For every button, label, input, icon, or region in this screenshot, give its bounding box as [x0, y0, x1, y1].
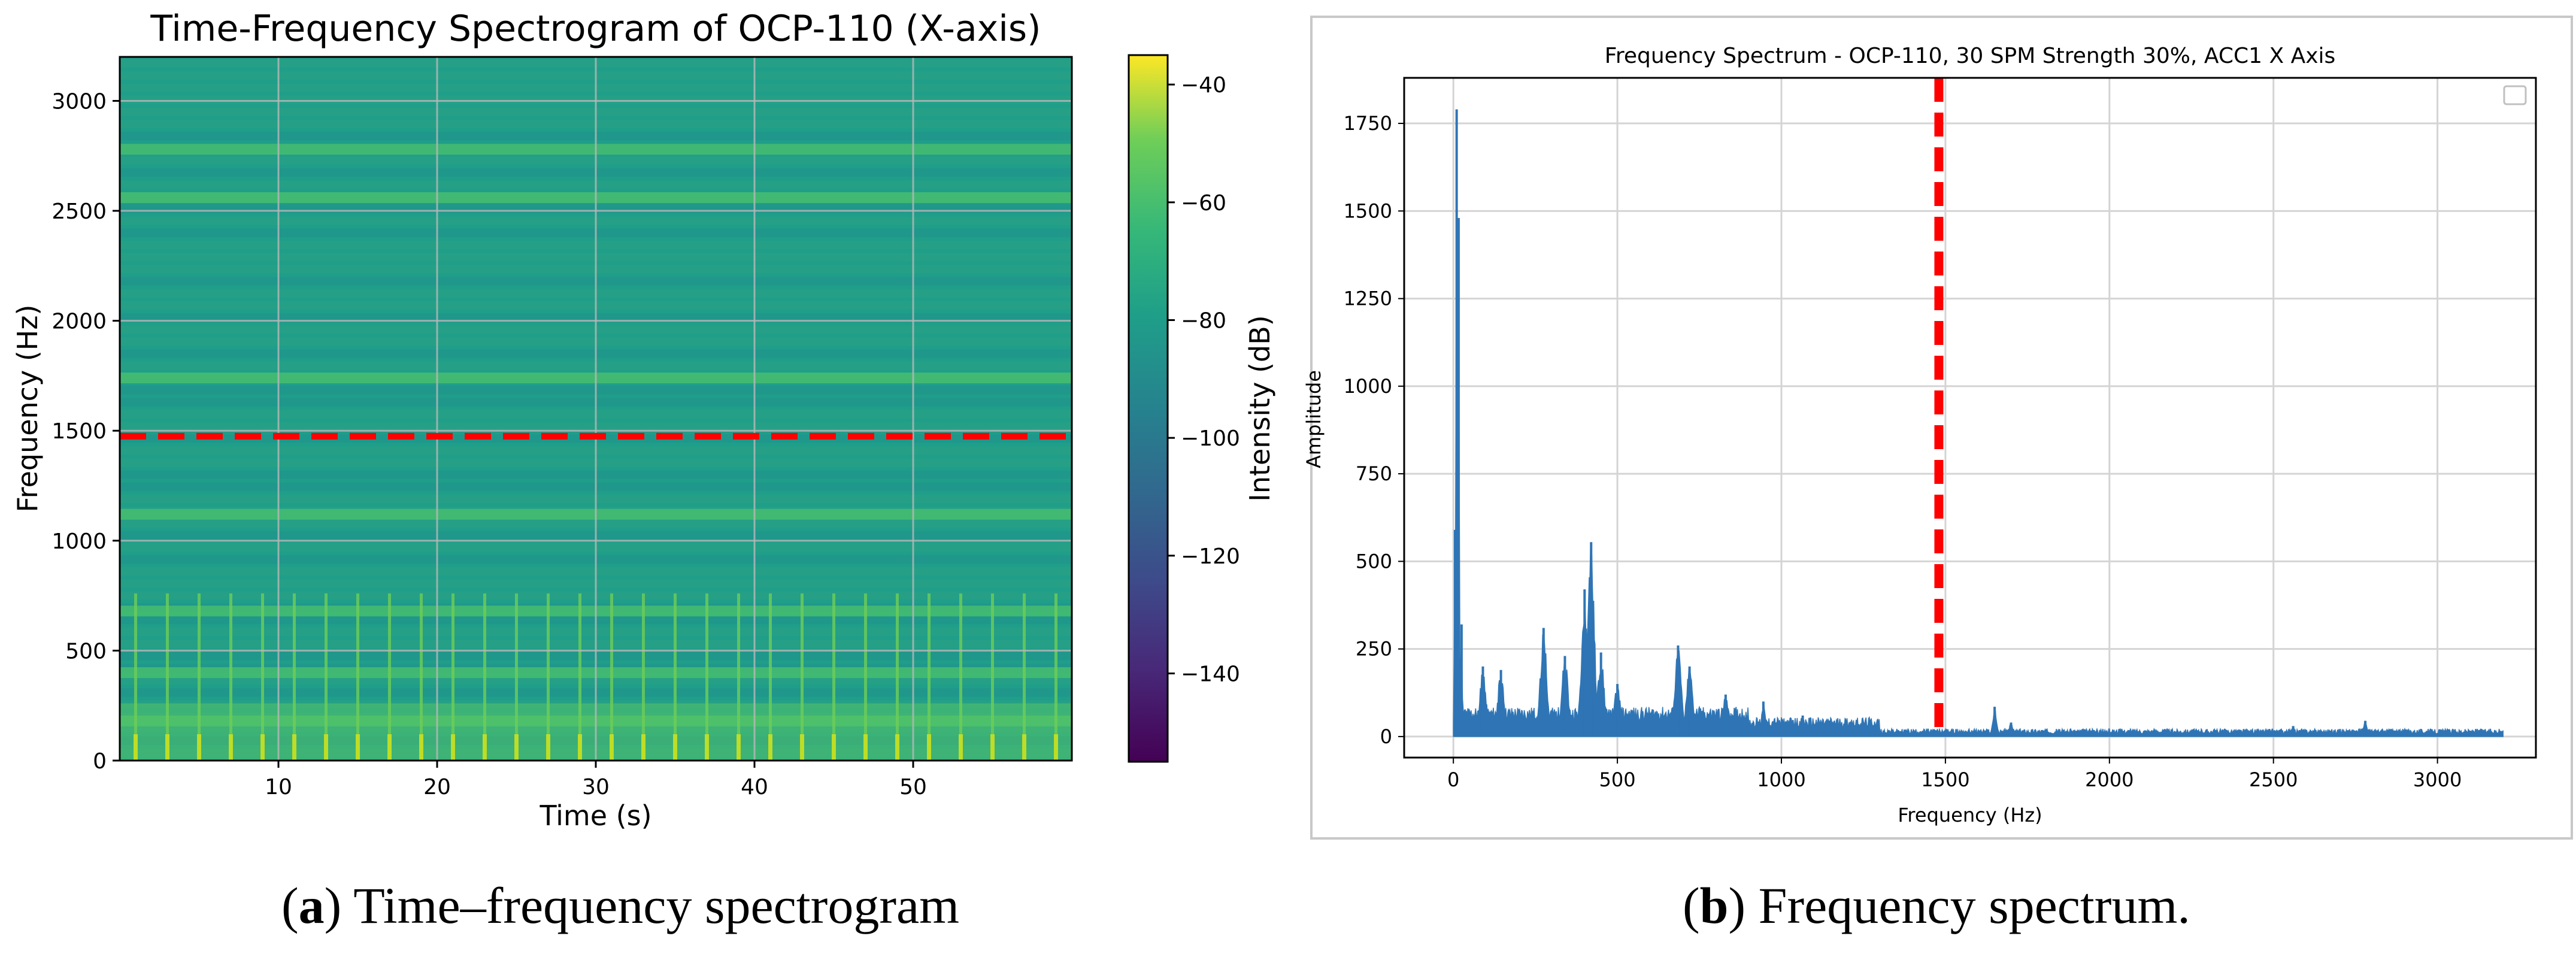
- colorbar-tick-label: −60: [1181, 191, 1226, 216]
- spectrogram-y-tick-label: 2000: [51, 310, 107, 334]
- spectrogram-x-tick-label: 20: [423, 775, 451, 799]
- spectrum-x-tick-label: 3000: [2413, 768, 2462, 791]
- spectrum-chart: Frequency Spectrum - OCP-110, 30 SPM Str…: [1302, 16, 2573, 840]
- spectrum-y-tick-label: 0: [1380, 725, 1392, 748]
- spectrum-y-tick-label: 250: [1356, 638, 1392, 661]
- colorbar-ticks: −40 −60 −80 −100 −120 −140: [1168, 73, 1240, 687]
- spectrum-y-tick-label: 1750: [1344, 112, 1392, 135]
- caption-b: (b) Frequency spectrum.: [1683, 877, 2190, 934]
- spectrum-y-ticks: 0 250 500 750 1000 1250 1500 1750: [1344, 112, 1404, 748]
- colorbar-label: Intensity (dB): [1244, 315, 1276, 502]
- colorbar-tick-label: −140: [1181, 662, 1240, 687]
- colorbar-tick-label: −80: [1181, 309, 1226, 334]
- spectrogram-y-axis-label: Frequency (Hz): [11, 305, 44, 513]
- spectrogram-x-tick-label: 40: [741, 775, 768, 799]
- spectrum-x-tick-label: 2000: [2085, 768, 2133, 791]
- spectrum-x-axis-label: Frequency (Hz): [1898, 804, 2042, 826]
- spectrum-y-tick-label: 1250: [1344, 287, 1392, 310]
- spectrogram-chart: Time-Frequency Spectrogram of OCP-110 (X…: [11, 8, 1276, 832]
- colorbar-tick-label: −100: [1181, 426, 1240, 451]
- spectrum-y-axis-label: Amplitude: [1302, 370, 1325, 468]
- spectrogram-x-tick-label: 10: [265, 775, 292, 799]
- caption-a-text: ) Time–frequency spectrogram: [324, 877, 960, 934]
- spectrogram-y-tick-label: 0: [93, 749, 107, 774]
- spectrum-y-tick-label: 750: [1356, 462, 1392, 485]
- spectrogram-x-tick-label: 50: [899, 775, 927, 799]
- spectrum-series: [1453, 109, 2504, 737]
- colorbar-tick-label: −120: [1181, 544, 1240, 569]
- spectrogram-y-tick-label: 1000: [51, 529, 107, 554]
- spectrogram-x-axis-label: Time (s): [539, 799, 651, 832]
- spectrum-x-ticks: 0 500 1000 1500 2000 2500 3000: [1447, 758, 2462, 791]
- spectrum-y-tick-label: 1000: [1344, 375, 1392, 398]
- spectrum-x-tick-label: 500: [1599, 768, 1636, 791]
- spectrogram-y-tick-label: 500: [65, 639, 107, 664]
- caption-b-text: ) Frequency spectrum.: [1728, 877, 2190, 934]
- spectrum-series-area: [1453, 214, 2504, 737]
- caption-a-label: a: [298, 877, 325, 934]
- spectrum-x-tick-label: 2500: [2249, 768, 2298, 791]
- spectrum-plot-frame: [1403, 77, 2537, 759]
- spectrum-y-tick-label: 500: [1356, 550, 1392, 573]
- spectrum-title: Frequency Spectrum - OCP-110, 30 SPM Str…: [1605, 44, 2336, 68]
- spectrum-x-tick-label: 1500: [1921, 768, 1969, 791]
- spectrogram-impulses: [134, 593, 1058, 761]
- spectrum-x-tick-label: 1000: [1757, 768, 1805, 791]
- spectrogram-title: Time-Frequency Spectrogram of OCP-110 (X…: [150, 8, 1041, 50]
- spectrogram-y-tick-label: 2500: [51, 199, 107, 224]
- caption-b-label: b: [1699, 877, 1729, 934]
- spectrogram-y-tick-label: 1500: [51, 419, 107, 444]
- colorbar: [1128, 54, 1169, 763]
- spectrum-x-tick-label: 0: [1447, 768, 1459, 791]
- spectrogram-y-tick-label: 3000: [51, 89, 107, 114]
- spectrum-y-tick-label: 1500: [1344, 199, 1392, 222]
- spectrum-grid: [1404, 78, 2536, 758]
- spectrogram-y-ticks: 0 500 1000 1500 2000 2500 3000: [51, 89, 120, 774]
- colorbar-tick-label: −40: [1181, 73, 1226, 98]
- caption-a: (a) Time–frequency spectrogram: [281, 877, 960, 934]
- spectrum-legend-box: [2503, 85, 2527, 105]
- spectrogram-x-tick-label: 30: [582, 775, 610, 799]
- spectrogram-x-ticks: 10 20 30 40 50: [265, 761, 927, 799]
